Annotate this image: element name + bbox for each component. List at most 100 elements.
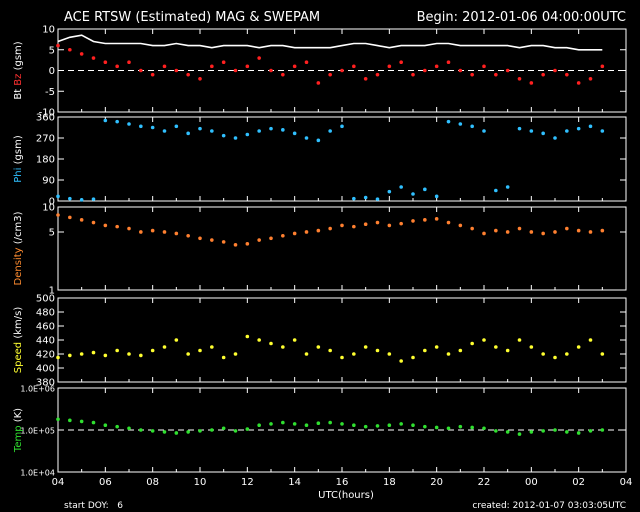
data-point-Speed xyxy=(79,352,84,356)
data-point-Bz xyxy=(576,81,581,85)
data-point-Density xyxy=(411,219,415,223)
data-point-Density xyxy=(470,226,474,231)
panel-mag: -10 -5 0 5 10 Bt Bz (gsm) xyxy=(13,25,627,119)
data-point-Temp xyxy=(588,429,593,433)
data-point-Bz xyxy=(210,64,214,69)
data-point-Temp xyxy=(517,432,522,436)
x-tick-label: 08 xyxy=(146,477,159,488)
data-point-Speed xyxy=(91,350,96,355)
data-point-Phi xyxy=(352,196,356,201)
data-point-Density xyxy=(446,220,451,225)
data-point-Density xyxy=(257,238,261,242)
data-point-Speed xyxy=(470,341,474,346)
data-point-Bz xyxy=(482,64,486,69)
data-point-Bz xyxy=(494,72,498,77)
data-point-Temp xyxy=(446,426,451,431)
y-axis-label-part: (gsm) xyxy=(13,41,24,73)
data-point-Temp xyxy=(79,419,84,424)
data-point-Temp xyxy=(91,420,96,425)
y-tick-label-mag: -5 xyxy=(45,87,55,98)
data-point-Density xyxy=(79,218,84,222)
data-point-Bz xyxy=(399,60,403,64)
data-point-Temp xyxy=(482,426,486,431)
x-axis-label: UTC(hours) xyxy=(318,490,374,501)
data-point-Density xyxy=(328,226,332,231)
data-point-Density xyxy=(541,231,545,236)
x-tick-label: 06 xyxy=(99,477,112,488)
data-point-Temp xyxy=(387,423,392,428)
begin-label: Begin: 2012-01-06 04:00:00UTC xyxy=(417,10,626,25)
data-point-Speed xyxy=(245,334,250,339)
data-point-Bz xyxy=(174,68,179,73)
data-point-Density xyxy=(375,220,380,225)
data-point-Density xyxy=(588,230,593,234)
data-point-Speed xyxy=(127,352,131,356)
y-tick-label-speed: 420 xyxy=(36,350,55,361)
x-tick-label: 22 xyxy=(478,477,491,488)
data-point-Phi xyxy=(292,131,297,136)
data-point-Temp xyxy=(541,429,545,433)
data-point-Phi xyxy=(257,129,261,133)
data-point-Density xyxy=(482,231,486,236)
footer-created: created: 2012-01-07 03:03:05UTC xyxy=(472,501,626,511)
y-tick-label-phi: 270 xyxy=(36,134,55,145)
data-point-Speed xyxy=(233,352,238,356)
data-point-Temp xyxy=(399,422,403,426)
data-point-Temp xyxy=(340,422,344,426)
y-tick-label-temp: 1.0E+04 xyxy=(20,469,55,478)
data-point-Density xyxy=(316,228,321,233)
data-point-Phi xyxy=(494,188,498,193)
data-point-Phi xyxy=(139,124,143,129)
x-tick-label: 12 xyxy=(241,477,254,488)
data-point-Temp xyxy=(553,428,557,432)
data-point-Temp xyxy=(269,422,273,426)
data-point-Temp xyxy=(150,429,155,433)
data-point-Temp xyxy=(375,424,380,428)
data-point-Phi xyxy=(328,129,332,133)
data-point-Temp xyxy=(494,429,498,433)
data-point-Bz xyxy=(127,60,131,64)
data-point-Speed xyxy=(375,348,380,353)
data-point-Speed xyxy=(446,352,451,356)
data-point-Phi xyxy=(198,126,202,131)
data-point-Phi xyxy=(529,129,534,133)
y-axis-label-temp: Temp (K) xyxy=(13,408,24,453)
data-point-Density xyxy=(387,223,392,228)
data-point-Density xyxy=(399,221,403,226)
data-point-Density xyxy=(494,228,498,233)
data-point-Speed xyxy=(186,352,190,356)
data-point-Phi xyxy=(576,126,581,131)
data-point-Density xyxy=(210,238,214,242)
data-point-Bz xyxy=(470,72,474,77)
data-point-Temp xyxy=(245,427,250,431)
data-point-Bz xyxy=(375,72,380,77)
y-axis-label-part: (/cm3) xyxy=(13,211,24,247)
data-point-Speed xyxy=(316,345,321,349)
x-tick-label: 02 xyxy=(572,477,585,488)
data-point-Density xyxy=(553,230,557,234)
y-tick-label-phi: 0 xyxy=(49,197,55,208)
y-tick-label-temp: 1.0E+05 xyxy=(20,427,55,436)
data-point-Density xyxy=(186,233,190,238)
data-point-Bz xyxy=(458,68,463,73)
data-point-Density xyxy=(198,236,202,241)
data-point-Speed xyxy=(174,338,179,342)
data-point-Bz xyxy=(103,60,108,64)
data-point-Density xyxy=(423,218,427,222)
y-axis-label-part: (gsm) xyxy=(13,135,24,167)
data-point-Bz xyxy=(553,68,557,73)
data-point-Speed xyxy=(103,353,108,358)
data-point-Phi xyxy=(103,118,108,123)
data-point-Temp xyxy=(292,422,297,426)
data-point-Bz xyxy=(316,81,321,85)
data-point-Phi xyxy=(565,129,569,133)
data-point-Bz xyxy=(233,68,238,73)
data-point-Bz xyxy=(446,60,451,64)
data-point-Density xyxy=(363,222,368,227)
data-point-Density xyxy=(139,230,143,234)
y-tick-label-temp: 1.0E+06 xyxy=(20,385,55,394)
data-point-Speed xyxy=(56,355,60,360)
data-point-Temp xyxy=(115,424,119,429)
data-point-Phi xyxy=(600,129,605,133)
data-point-Temp xyxy=(139,428,143,432)
